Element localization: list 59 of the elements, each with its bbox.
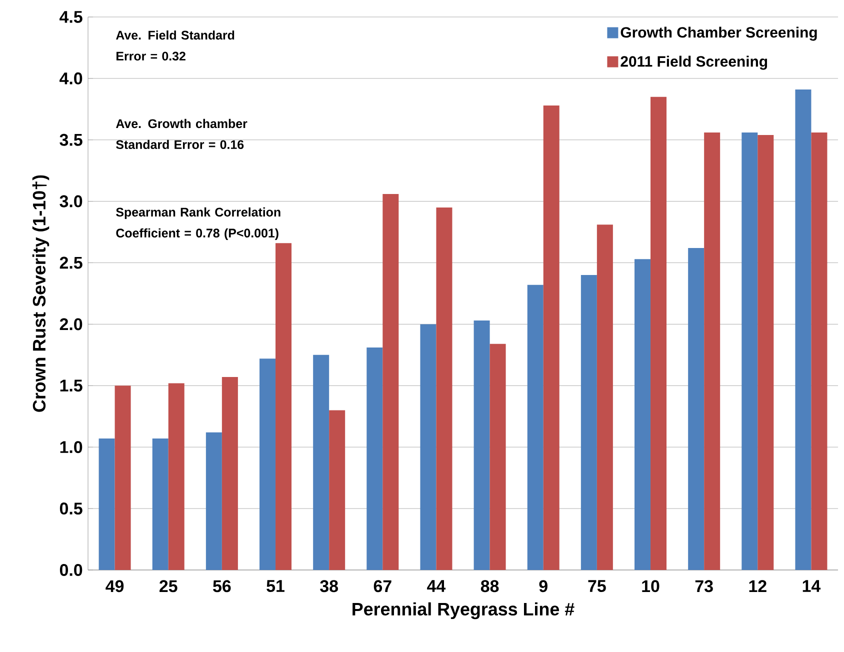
y-tick-label: 1.5	[60, 380, 82, 392]
bar	[152, 438, 168, 570]
bar	[260, 358, 276, 570]
legend-label: 2011 Field Screening	[620, 56, 768, 70]
y-tick-label: 1.0	[60, 441, 82, 454]
x-tick-label: 14	[802, 580, 821, 592]
y-tick-label: 4.5	[60, 11, 82, 23]
bar	[490, 344, 506, 570]
x-tick-label: 49	[106, 580, 124, 592]
y-tick-label: 2.0	[60, 318, 82, 330]
y-tick-label: 3.0	[60, 195, 82, 208]
y-tick-label: 0.0	[60, 564, 82, 576]
bar	[114, 386, 131, 570]
x-tick-label: 88	[480, 580, 499, 592]
x-tick-label: 75	[588, 580, 606, 592]
bar	[313, 354, 330, 570]
bar	[329, 410, 346, 570]
bar	[688, 248, 704, 570]
y-tick-label: 2.5	[60, 256, 82, 269]
annotation: Spearman Rank Correlation Coefficient = 0.78 (P<0.001)	[116, 207, 280, 240]
bar	[650, 96, 667, 570]
bar	[811, 132, 828, 570]
x-tick-label: 25	[160, 580, 178, 592]
bar	[222, 377, 238, 570]
y-tick-label: 4.0	[60, 72, 82, 84]
bar	[580, 275, 597, 570]
annotation: Ave. Field Standard Error = 0.32	[116, 30, 234, 61]
x-tick-label: 51	[266, 580, 284, 592]
bar	[98, 438, 115, 570]
x-axis-title: Perennial Ryegrass Line #	[352, 602, 574, 620]
bar	[742, 132, 758, 570]
x-tick-label: 67	[374, 580, 392, 592]
x-tick-label: 44	[427, 580, 446, 592]
y-tick-label: 3.5	[60, 134, 82, 146]
bar	[276, 243, 292, 570]
bar	[420, 324, 436, 570]
x-tick-label: 73	[695, 580, 713, 592]
y-axis-title: Crown Rust Severity (1-10†)	[32, 175, 50, 412]
x-tick-label: 12	[749, 580, 766, 592]
bar	[596, 224, 613, 570]
bar	[436, 207, 452, 570]
x-tick-label: 10	[642, 580, 660, 592]
bar	[634, 259, 651, 570]
x-tick-label: 9	[539, 580, 548, 592]
annotation: Ave. Growth chamber Standard Error = 0.16	[116, 118, 248, 150]
x-tick-label: 38	[320, 580, 338, 592]
bar	[168, 383, 184, 570]
bar	[474, 320, 490, 570]
bar	[527, 284, 544, 570]
bar	[366, 348, 383, 570]
bar	[795, 89, 812, 570]
bar	[382, 194, 399, 570]
bar	[543, 105, 560, 570]
legend-label: Growth Chamber Screening	[620, 26, 817, 41]
x-tick-label: 56	[213, 580, 231, 592]
bar	[758, 134, 774, 570]
bar	[704, 132, 720, 570]
bar	[206, 432, 222, 570]
y-tick-label: 0.5	[60, 502, 82, 515]
